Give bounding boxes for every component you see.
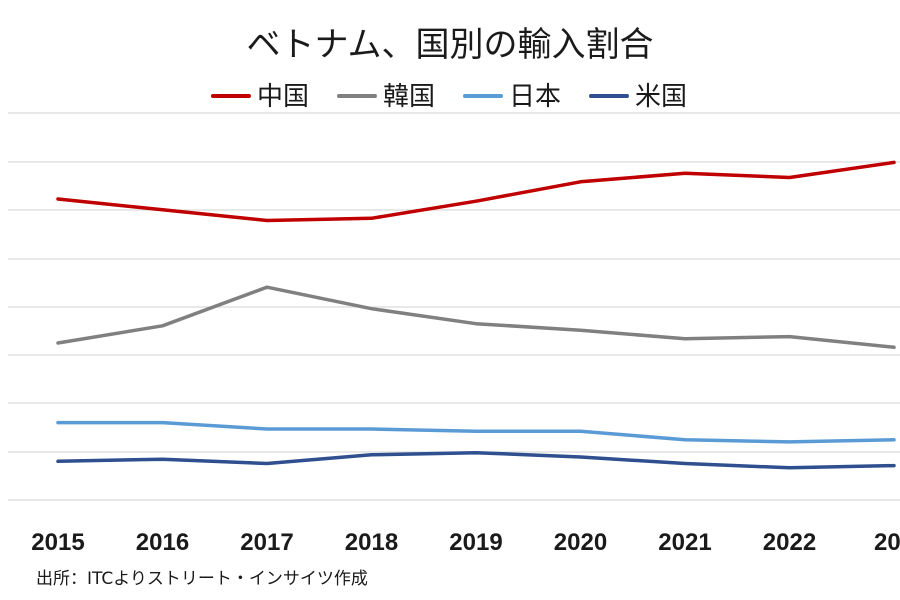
- legend-label-0: 中国: [257, 82, 309, 112]
- x-tick-label-6: 2021: [658, 529, 711, 556]
- x-tick-label-5: 2020: [554, 529, 607, 556]
- legend-label-3: 米国: [635, 82, 687, 112]
- series-line-2: [56, 420, 896, 444]
- gridlines: [8, 112, 900, 501]
- source-note: 出所：ITCよりストリート・インサイツ作成: [36, 569, 368, 589]
- x-tick-label-3: 2018: [345, 529, 398, 556]
- legend-label-2: 日本: [509, 82, 561, 112]
- x-tick-label-2: 2017: [240, 529, 293, 556]
- x-tick-label-7: 2022: [763, 529, 816, 556]
- x-tick-label-4: 2019: [449, 529, 502, 556]
- series-lines: [56, 160, 896, 470]
- x-tick-label-0: 2015: [31, 529, 84, 556]
- x-axis-ticks: 2015 2016 2017 2018 2019 2020 2021 2022 202: [31, 529, 900, 556]
- series-line-0: [56, 160, 896, 223]
- legend: 中国 韓国 日本 米国: [210, 82, 687, 112]
- series-line-1: [56, 285, 896, 350]
- x-tick-label-1: 2016: [136, 529, 189, 556]
- x-tick-label-8: 202: [874, 529, 900, 556]
- legend-label-1: 韓国: [383, 82, 435, 112]
- series-line-3: [56, 450, 896, 470]
- chart-title: ベトナム、国別の輸入割合: [247, 25, 654, 65]
